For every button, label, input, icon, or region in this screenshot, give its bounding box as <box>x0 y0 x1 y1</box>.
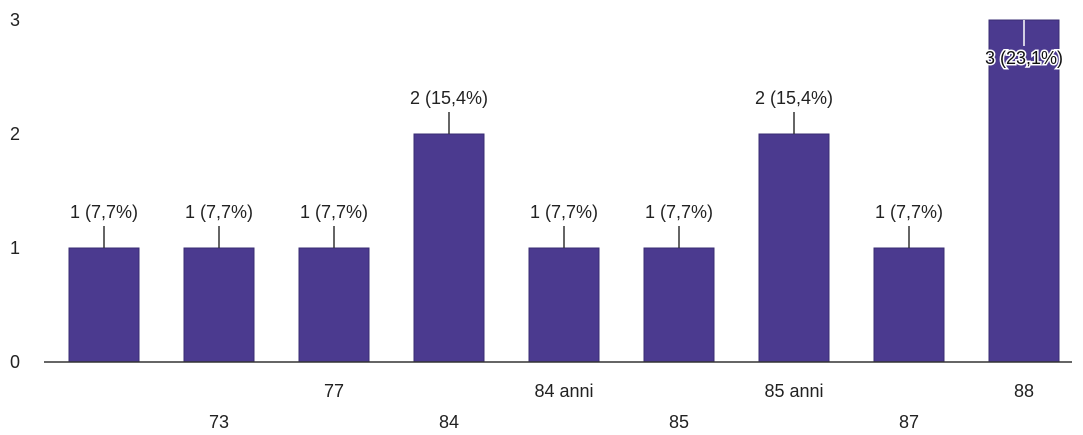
x-tick-label: 85 anni <box>764 381 823 401</box>
bar <box>298 247 370 363</box>
data-labels: 1 (7,7%) 1 (7,7%) 1 (7,7%) 2 (15,4%) 1 (7,7%… <box>70 47 1065 223</box>
data-label: 3 (23,1%) <box>985 48 1063 68</box>
y-tick-label: 0 <box>10 352 20 372</box>
bar <box>988 19 1060 363</box>
x-tick-label: 73 <box>209 412 229 432</box>
x-tick-label: 84 <box>439 412 459 432</box>
data-label: 1 (7,7%) <box>70 202 138 222</box>
bar <box>758 133 830 363</box>
bar <box>68 247 140 363</box>
data-label: 1 (7,7%) <box>185 202 253 222</box>
data-label: 2 (15,4%) <box>755 88 833 108</box>
y-axis-ticks: 0 1 2 3 <box>10 10 20 372</box>
y-tick-label: 2 <box>10 124 20 144</box>
y-tick-label: 3 <box>10 10 20 30</box>
data-label: 2 (15,4%) <box>410 88 488 108</box>
x-axis-ticks: 73 77 84 84 anni 85 85 anni 87 88 <box>209 381 1034 432</box>
bar <box>183 247 255 363</box>
x-tick-label: 85 <box>669 412 689 432</box>
data-label: 1 (7,7%) <box>645 202 713 222</box>
bar <box>528 247 600 363</box>
data-label: 1 (7,7%) <box>300 202 368 222</box>
x-tick-label: 88 <box>1014 381 1034 401</box>
bar <box>643 247 715 363</box>
x-tick-label: 77 <box>324 381 344 401</box>
y-tick-label: 1 <box>10 238 20 258</box>
bars <box>68 19 1060 363</box>
data-label: 1 (7,7%) <box>875 202 943 222</box>
bar <box>413 133 485 363</box>
bar <box>873 247 945 363</box>
data-label: 1 (7,7%) <box>530 202 598 222</box>
x-tick-label: 84 anni <box>534 381 593 401</box>
label-leaders <box>103 20 1025 248</box>
x-tick-label: 87 <box>899 412 919 432</box>
